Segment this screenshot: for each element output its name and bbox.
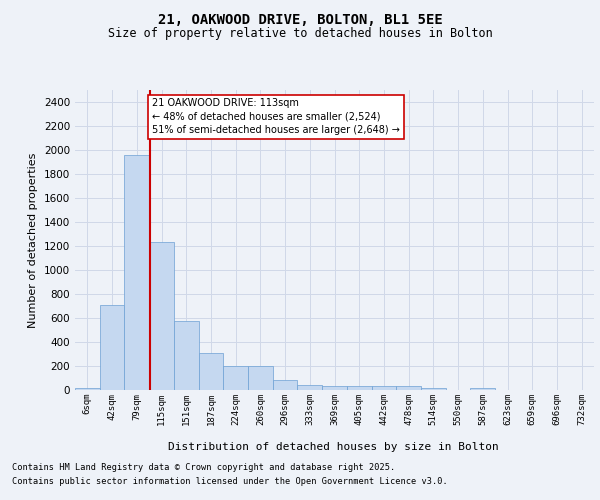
Bar xyxy=(273,380,298,390)
Text: 21 OAKWOOD DRIVE: 113sqm
← 48% of detached houses are smaller (2,524)
51% of sem: 21 OAKWOOD DRIVE: 113sqm ← 48% of detach… xyxy=(152,98,400,135)
Bar xyxy=(149,242,174,390)
Bar xyxy=(421,388,446,390)
Bar xyxy=(322,386,347,390)
Text: Contains HM Land Registry data © Crown copyright and database right 2025.: Contains HM Land Registry data © Crown c… xyxy=(12,464,395,472)
Text: Size of property relative to detached houses in Bolton: Size of property relative to detached ho… xyxy=(107,28,493,40)
Bar xyxy=(174,321,199,390)
Text: Contains public sector information licensed under the Open Government Licence v3: Contains public sector information licen… xyxy=(12,477,448,486)
Bar xyxy=(199,354,223,390)
Bar xyxy=(347,386,371,390)
Bar xyxy=(470,388,495,390)
Text: Distribution of detached houses by size in Bolton: Distribution of detached houses by size … xyxy=(167,442,499,452)
Bar xyxy=(371,386,396,390)
Bar xyxy=(298,384,322,390)
Bar xyxy=(396,386,421,390)
Bar xyxy=(75,388,100,390)
Bar xyxy=(223,366,248,390)
Bar xyxy=(124,155,149,390)
Y-axis label: Number of detached properties: Number of detached properties xyxy=(28,152,38,328)
Text: 21, OAKWOOD DRIVE, BOLTON, BL1 5EE: 21, OAKWOOD DRIVE, BOLTON, BL1 5EE xyxy=(158,12,442,26)
Bar xyxy=(100,305,124,390)
Bar xyxy=(248,366,273,390)
